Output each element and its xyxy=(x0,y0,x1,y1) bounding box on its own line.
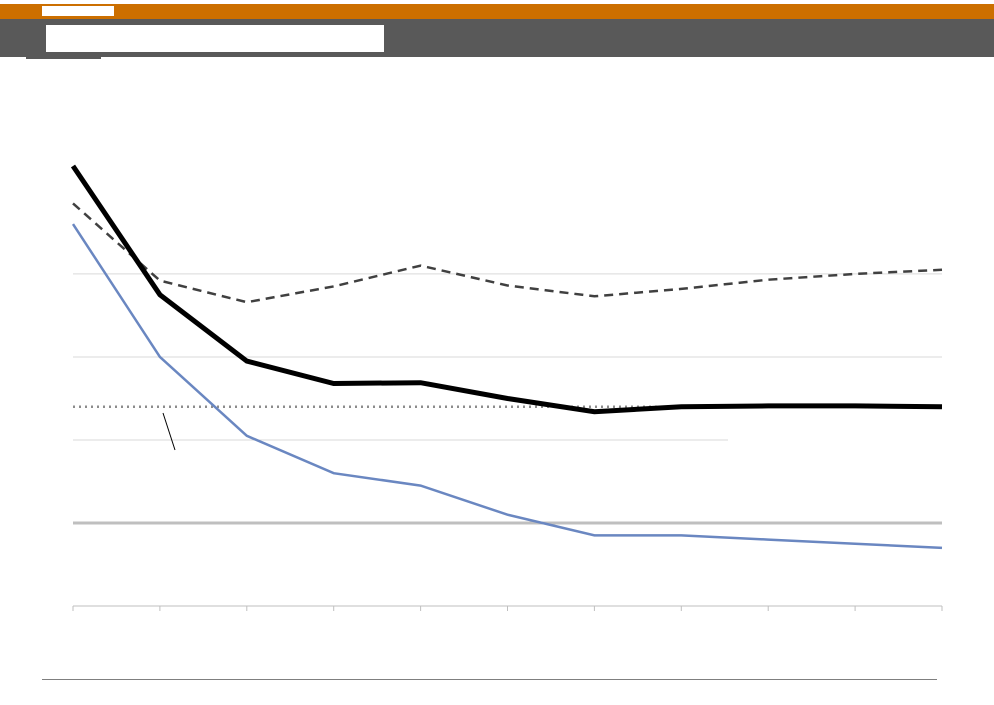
header-accent-strip xyxy=(0,4,994,19)
callout-leader-line xyxy=(162,412,176,451)
footer-rule xyxy=(42,679,937,680)
series-line-2 xyxy=(71,223,943,550)
series-line-0 xyxy=(70,164,943,415)
gridlines xyxy=(73,273,942,525)
series-line-1 xyxy=(72,202,943,304)
x-axis xyxy=(72,605,943,611)
series-group xyxy=(70,164,943,550)
header-tab xyxy=(42,6,114,16)
title-box xyxy=(46,25,384,52)
title-underline xyxy=(26,57,101,59)
